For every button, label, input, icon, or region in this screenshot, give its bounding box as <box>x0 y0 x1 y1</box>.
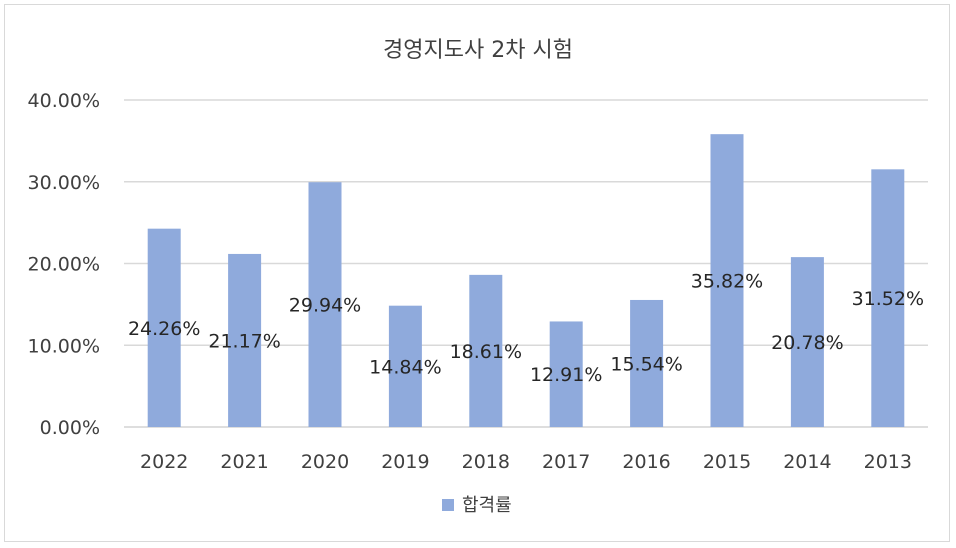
bars <box>147 134 905 427</box>
data-label: 35.82% <box>691 271 763 293</box>
y-tick-label: 0.00% <box>40 417 100 439</box>
x-axis-ticks: 2022 2021 2020 2019 2018 2017 2016 2015 2014 2013 <box>140 451 912 473</box>
bar <box>710 134 744 427</box>
x-tick-label: 2018 <box>462 451 510 473</box>
bar <box>228 253 262 427</box>
x-tick-label: 2020 <box>301 451 349 473</box>
data-label: 21.17% <box>208 330 280 352</box>
bar <box>630 299 664 427</box>
data-label: 18.61% <box>450 341 522 363</box>
x-tick-label: 2016 <box>622 451 670 473</box>
y-tick-label: 30.00% <box>28 172 100 194</box>
bar <box>388 305 422 427</box>
x-tick-label: 2022 <box>140 451 188 473</box>
y-tick-label: 20.00% <box>28 254 100 276</box>
legend-swatch <box>442 499 454 511</box>
data-label: 24.26% <box>128 318 200 340</box>
data-label: 12.91% <box>530 364 602 386</box>
data-labels: 24.26% 21.17% 29.94% 14.84% 18.61% 12.91% 15.5… <box>128 271 924 387</box>
bar <box>469 274 503 427</box>
bar <box>871 169 905 427</box>
data-label: 15.54% <box>610 353 682 375</box>
data-label: 29.94% <box>289 295 361 317</box>
legend: 합격률 <box>442 495 512 516</box>
x-tick-label: 2019 <box>381 451 429 473</box>
chart-title: 경영지도사 2차 시험 <box>383 38 573 63</box>
bar <box>308 182 342 427</box>
x-tick-label: 2014 <box>783 451 831 473</box>
y-axis-ticks: 0.00% 10.00% 20.00% 30.00% 40.00% <box>28 90 100 439</box>
x-tick-label: 2013 <box>864 451 912 473</box>
bar <box>549 321 583 427</box>
data-label: 20.78% <box>771 332 843 354</box>
data-label: 31.52% <box>852 288 924 310</box>
x-tick-label: 2021 <box>220 451 268 473</box>
bar <box>790 257 824 427</box>
bar <box>147 228 181 427</box>
data-label: 14.84% <box>369 356 441 378</box>
x-tick-label: 2017 <box>542 451 590 473</box>
x-tick-label: 2015 <box>703 451 751 473</box>
y-tick-label: 40.00% <box>28 90 100 112</box>
legend-label: 합격률 <box>462 495 512 516</box>
y-tick-label: 10.00% <box>28 335 100 357</box>
